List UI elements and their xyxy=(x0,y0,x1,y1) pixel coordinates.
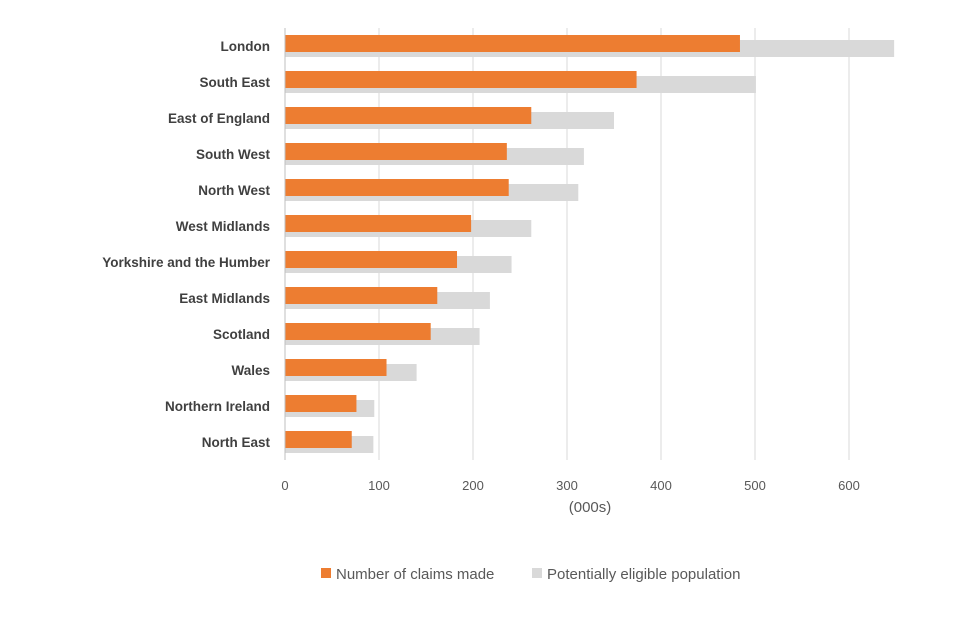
x-tick-label-100: 100 xyxy=(368,478,390,493)
category-label-wales: Wales xyxy=(231,363,270,378)
category-label-north-east: North East xyxy=(202,435,271,450)
bar-claims-wales xyxy=(285,359,387,376)
category-label-london: London xyxy=(221,39,270,54)
x-tick-label-200: 200 xyxy=(462,478,484,493)
bar-claims-east-midlands xyxy=(285,287,438,304)
legend: Number of claims made Potentially eligibl… xyxy=(321,566,740,583)
x-axis-title: (000s) xyxy=(569,499,612,516)
x-tick-label-600: 600 xyxy=(838,478,860,493)
legend-item-eligible-swatch xyxy=(532,568,542,578)
legend-item-eligible: Potentially eligible population xyxy=(532,566,740,583)
category-label-south-west: South West xyxy=(196,147,271,162)
x-tick-label-300: 300 xyxy=(556,478,578,493)
legend-item-claims: Number of claims made xyxy=(321,566,494,583)
gridlines xyxy=(378,28,850,460)
labels: 0 100 200 300 400 500 600 London South East East … xyxy=(102,39,860,493)
bar-claims-west-midlands xyxy=(285,215,472,232)
x-tick-label-500: 500 xyxy=(744,478,766,493)
legend-item-claims-swatch xyxy=(321,568,331,578)
category-label-west-midlands: West Midlands xyxy=(176,219,270,234)
category-label-north-west: North West xyxy=(198,183,270,198)
category-label-east-midlands: East Midlands xyxy=(179,291,270,306)
legend-item-eligible-label: Potentially eligible population xyxy=(547,566,740,583)
bars xyxy=(285,35,895,453)
bar-claims-south-east xyxy=(285,71,637,88)
bar-claims-east-of-england xyxy=(285,107,532,124)
category-label-south-east: South East xyxy=(199,75,270,90)
category-label-east-of-england: East of England xyxy=(168,111,270,126)
bar-claims-london xyxy=(285,35,740,52)
category-label-scotland: Scotland xyxy=(213,327,270,342)
bar-claims-south-west xyxy=(285,143,507,160)
bar-claims-north-west xyxy=(285,179,509,196)
legend-item-claims-label: Number of claims made xyxy=(336,566,494,583)
bar-claims-north-east xyxy=(285,431,352,448)
x-tick-label-0: 0 xyxy=(281,478,288,493)
category-label-northern-ireland: Northern Ireland xyxy=(165,399,270,414)
x-tick-label-400: 400 xyxy=(650,478,672,493)
bar-claims-yorkshire-and-the-humber xyxy=(285,251,458,268)
category-label-yorkshire-and-the-humber: Yorkshire and the Humber xyxy=(102,255,271,270)
bar-claims-scotland xyxy=(285,323,431,340)
bar-claims-northern-ireland xyxy=(285,395,357,412)
